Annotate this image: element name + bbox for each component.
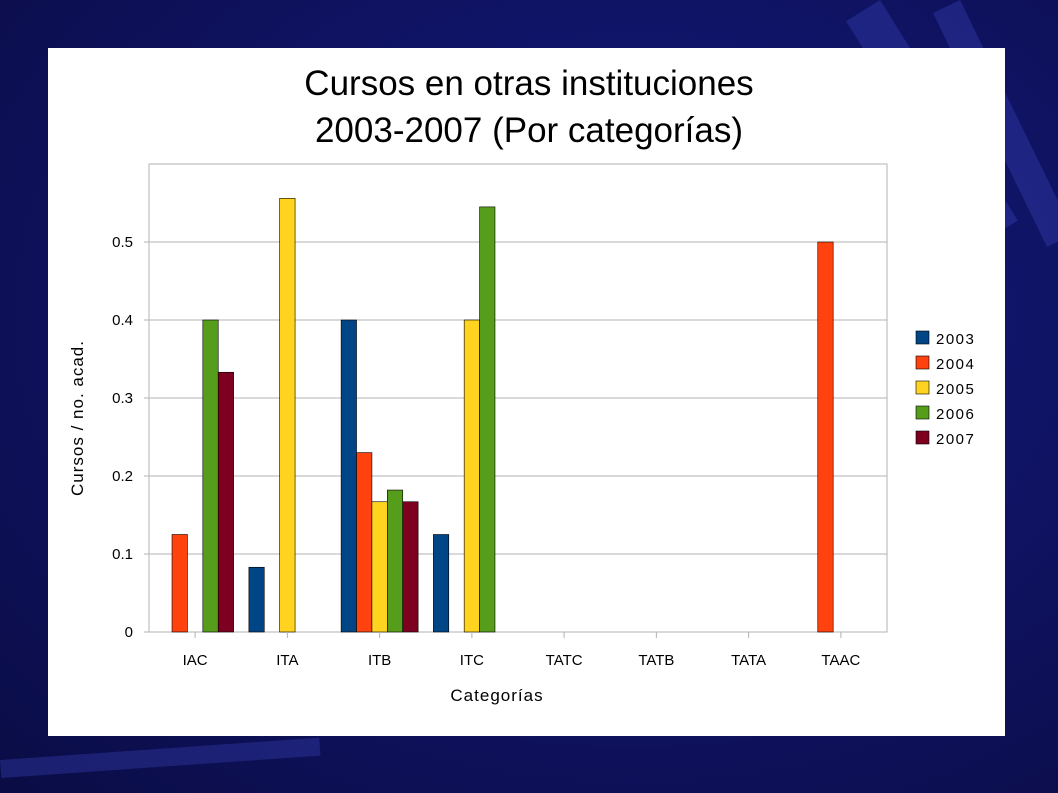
bar-ita-2003 bbox=[248, 566, 265, 633]
bar-iac-2006 bbox=[202, 319, 219, 633]
x-tick-label: IAC bbox=[183, 652, 208, 669]
y-axis-ticks: 0 0.1 0.2 0.3 0.4 0.5 bbox=[112, 234, 149, 641]
bar-itb-2003 bbox=[340, 319, 357, 633]
legend-swatch-2006 bbox=[915, 405, 930, 420]
legend-label-2003: 2003 bbox=[936, 331, 975, 348]
y-tick-label: 0 bbox=[125, 624, 133, 641]
x-tick-label: ITC bbox=[460, 652, 484, 669]
legend-label-2006: 2006 bbox=[936, 406, 975, 423]
x-tick-label: TAAC bbox=[821, 652, 860, 669]
bar-taac-2004 bbox=[817, 241, 834, 633]
legend-swatch-2005 bbox=[915, 380, 930, 395]
legend-label-2005: 2005 bbox=[936, 381, 975, 398]
y-tick-label: 0.5 bbox=[112, 234, 133, 251]
legend-label-2004: 2004 bbox=[936, 356, 975, 373]
x-axis-label: Categorías bbox=[450, 686, 543, 705]
chart-title-line-2: 2003-2007 (Por categorías) bbox=[314, 111, 744, 150]
y-axis-label: Cursos / no. acad. bbox=[68, 340, 87, 496]
bar-itc-2003 bbox=[433, 534, 450, 633]
bars bbox=[171, 198, 834, 633]
bar-itc-2005 bbox=[463, 319, 480, 633]
bar-itb-2007 bbox=[402, 501, 419, 633]
bar-iac-2004 bbox=[171, 534, 188, 633]
x-tick-label: TATA bbox=[731, 652, 766, 669]
bar-itb-2004 bbox=[356, 452, 373, 633]
legend-swatch-2003 bbox=[915, 330, 930, 345]
y-tick-label: 0.3 bbox=[112, 390, 133, 407]
bar-ita-2005 bbox=[279, 198, 296, 633]
bar-itb-2005 bbox=[371, 501, 388, 633]
legend-label-2007: 2007 bbox=[936, 431, 975, 448]
y-tick-label: 0.4 bbox=[112, 312, 133, 329]
legend-swatch-2004 bbox=[915, 355, 930, 370]
chart-title-line-1: Cursos en otras instituciones bbox=[304, 64, 754, 103]
y-tick-label: 0.1 bbox=[112, 546, 133, 563]
y-tick-label: 0.2 bbox=[112, 468, 133, 485]
legend: 2003 2004 2005 2006 2007 bbox=[915, 330, 975, 448]
x-tick-label: ITB bbox=[368, 652, 391, 669]
legend-swatch-2007 bbox=[915, 430, 930, 445]
bar-iac-2007 bbox=[217, 371, 234, 633]
x-axis-ticks: IAC ITA ITB ITC TATC TATB TATA TAAC bbox=[183, 632, 860, 669]
x-tick-label: ITA bbox=[276, 652, 298, 669]
bar-itc-2006 bbox=[479, 206, 496, 633]
x-tick-label: TATC bbox=[546, 652, 583, 669]
x-tick-label: TATB bbox=[638, 652, 674, 669]
bar-itb-2006 bbox=[387, 489, 404, 633]
